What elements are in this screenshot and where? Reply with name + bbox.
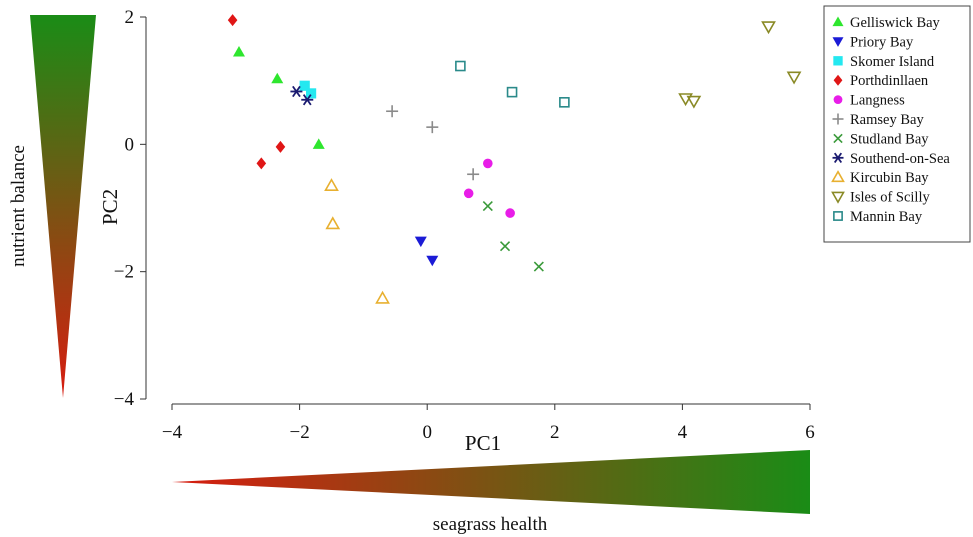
legend-label-studland-bay: Studland Bay	[850, 131, 929, 147]
x-tick-label: −4	[162, 422, 183, 443]
point-mannin-bay	[506, 86, 518, 98]
nutrient-balance-wedge	[30, 15, 96, 398]
point-mannin-bay	[559, 97, 570, 108]
point-isles-of-scilly	[761, 21, 776, 35]
point-isles-of-scilly	[686, 95, 702, 109]
x-tick-label: 2	[550, 422, 560, 443]
x-tick-label: 6	[805, 422, 815, 443]
point-priory-bay	[426, 255, 439, 267]
x-axis-label: PC1	[465, 431, 501, 455]
point-kircubin-bay	[375, 290, 390, 304]
point-ramsey-bay	[426, 121, 439, 134]
point-southend-on-sea	[301, 94, 314, 106]
legend-marker-kircubin-bay	[831, 170, 845, 183]
legend-label-priory-bay: Priory Bay	[850, 34, 914, 50]
y-axis-label: PC2	[98, 189, 122, 225]
point-kircubin-bay	[325, 216, 341, 230]
legend-label-langness: Langness	[850, 93, 905, 109]
legend-marker-mannin-bay	[833, 211, 843, 221]
legend-box	[823, 5, 971, 243]
point-porthdinllaen	[256, 157, 267, 170]
legend-marker-skomer-island	[833, 56, 843, 66]
y-tick-label: 0	[125, 134, 135, 155]
y-tick-label: −2	[114, 262, 134, 283]
legend-label-ramsey-bay: Ramsey Bay	[850, 112, 924, 128]
scatter-points	[227, 14, 802, 304]
point-studland-bay	[533, 261, 544, 272]
x-tick-label: 4	[678, 422, 688, 443]
point-porthdinllaen	[227, 14, 238, 27]
x-tick-label: 0	[422, 422, 432, 443]
point-skomer-island	[305, 88, 317, 99]
x-tick-label: −2	[289, 422, 309, 443]
point-priory-bay	[414, 236, 427, 248]
legend-marker-priory-bay	[832, 37, 844, 47]
point-isles-of-scilly	[786, 71, 802, 85]
y-tick-label: −4	[114, 389, 135, 410]
point-kircubin-bay	[324, 178, 339, 192]
point-gelliswick-bay	[232, 46, 245, 57]
legend-label-skomer-island: Skomer Island	[850, 54, 935, 70]
point-studland-bay	[482, 201, 493, 212]
legend-label-mannin-bay: Mannin Bay	[850, 209, 923, 225]
legend-label-porthdinllaen: Porthdinllaen	[850, 73, 929, 89]
legend-marker-langness	[833, 95, 843, 104]
seagrass-health-label: seagrass health	[433, 514, 548, 535]
legend-marker-porthdinllaen	[833, 74, 843, 86]
x-axis: −4 −2 0 2 4 6	[162, 403, 815, 443]
legend-marker-gelliswick-bay	[832, 16, 844, 27]
point-ramsey-bay	[467, 168, 480, 181]
legend-label-isles-of-scilly: Isles of Scilly	[850, 190, 930, 206]
point-ramsey-bay	[386, 105, 399, 118]
point-studland-bay	[499, 241, 511, 252]
point-langness	[483, 158, 493, 169]
point-langness	[505, 208, 515, 218]
legend-marker-isles-of-scilly	[831, 191, 845, 204]
point-gelliswick-bay	[312, 138, 325, 149]
nutrient-balance-label: nutrient balance	[8, 145, 29, 267]
point-mannin-bay	[455, 60, 466, 72]
legend-label-gelliswick-bay: Gelliswick Bay	[850, 15, 941, 31]
legend: Gelliswick Bay Priory Bay Skomer Island Por…	[823, 5, 971, 243]
y-axis: 2 0 −2 −4	[114, 7, 147, 410]
point-southend-on-sea	[290, 85, 303, 98]
legend-label-kircubin-bay: Kircubin Bay	[850, 170, 929, 186]
point-gelliswick-bay	[271, 72, 284, 84]
point-porthdinllaen	[275, 140, 286, 153]
seagrass-health-wedge	[172, 450, 810, 514]
point-skomer-island	[299, 80, 310, 91]
legend-marker-studland-bay	[833, 133, 843, 144]
legend-label-southend-on-sea: Southend-on-Sea	[850, 151, 950, 167]
legend-marker-ramsey-bay	[832, 113, 844, 125]
y-tick-label: 2	[125, 7, 135, 28]
legend-marker-southend-on-sea	[832, 152, 844, 163]
point-langness	[463, 188, 474, 199]
